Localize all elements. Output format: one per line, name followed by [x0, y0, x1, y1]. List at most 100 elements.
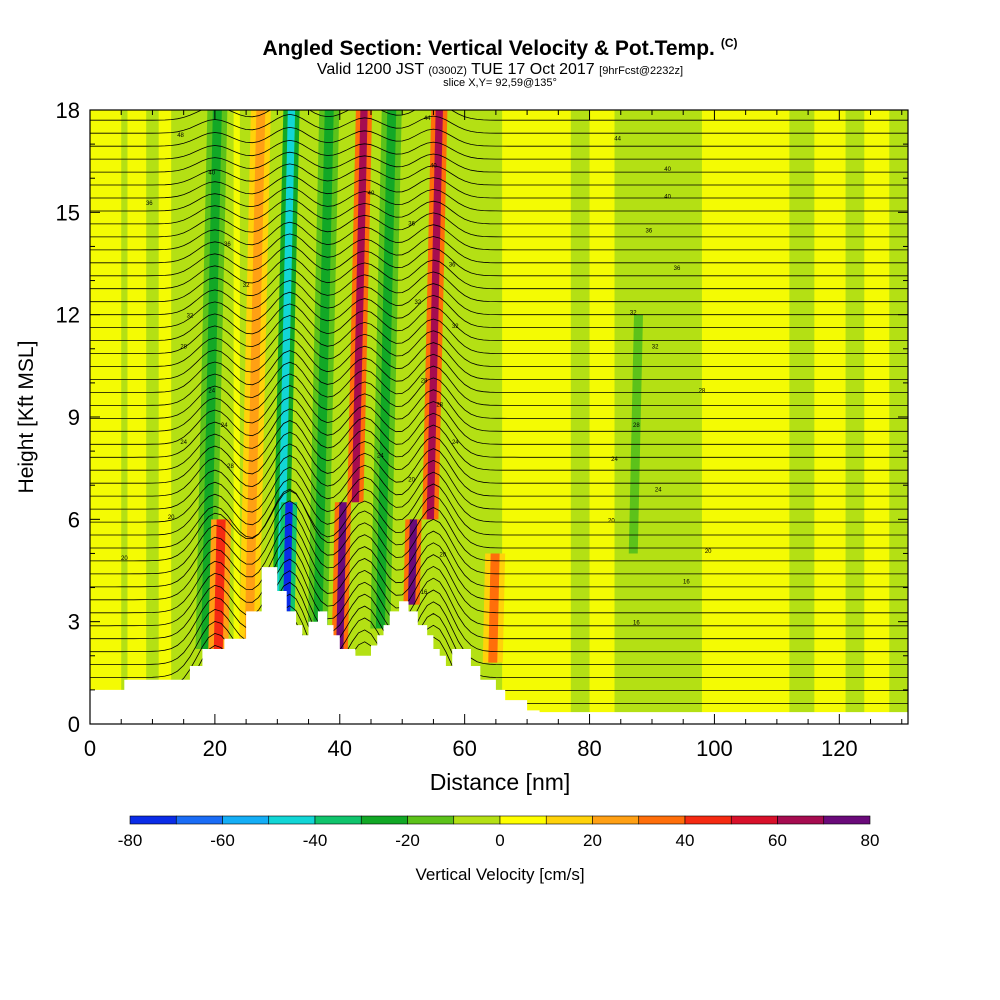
colorbar-swatch [545, 815, 593, 825]
velocity-band [628, 314, 643, 554]
velocity-weak-band [701, 110, 790, 724]
colorbar-swatch [777, 815, 825, 825]
velocity-band [336, 502, 347, 649]
velocity-band [313, 110, 334, 626]
isentrope-line [90, 443, 908, 497]
isentrope-line [90, 303, 908, 341]
isentrope-label: 32 [414, 300, 421, 306]
colorbar-swatch [268, 815, 316, 825]
colorbar-swatch [175, 815, 223, 825]
isentrope-line [90, 581, 908, 665]
isentrope-line [90, 466, 908, 523]
colorbar-tick-label: 40 [676, 831, 695, 850]
isentrope-line [90, 490, 908, 549]
colorbar-swatch [453, 815, 501, 825]
isentrope-line [90, 126, 908, 147]
velocity-weak-band [158, 110, 172, 724]
colorbar-swatch [592, 815, 640, 825]
colorbar-tick-label: -40 [303, 831, 328, 850]
colorbar-swatch [129, 815, 177, 825]
isentrope-label: 28 [699, 389, 706, 395]
isentrope-line [90, 280, 908, 316]
velocity-band [213, 519, 226, 663]
velocity-weak-band [127, 110, 147, 724]
isentrope-label: 32 [187, 314, 194, 320]
isentrope-line [90, 361, 908, 406]
isentrope-label: 20 [608, 518, 615, 524]
isentrope-line [90, 221, 908, 251]
isentrope-line [90, 535, 908, 614]
isentrope-line [90, 593, 908, 678]
y-tick-label: 3 [68, 610, 80, 635]
isentrope-label: 40 [664, 194, 671, 200]
isentrope-label: 20 [408, 477, 415, 483]
colorbar-label: Vertical Velocity [cm/s] [415, 865, 584, 884]
isentrope-line [90, 151, 908, 173]
x-tick-label: 60 [452, 736, 476, 761]
velocity-weak-band [864, 110, 890, 724]
y-tick-label: 6 [68, 507, 80, 532]
colorbar-swatch [730, 815, 778, 825]
isentrope-line [90, 455, 908, 510]
isentrope-line [90, 408, 908, 458]
isentrope-line [90, 139, 908, 160]
colorbar: -80 -60 -40 -20 0 20 40 60 80 [118, 815, 879, 850]
colorbar-tick-label: -80 [118, 831, 143, 850]
isentrope-label: 36 [646, 228, 653, 234]
isentrope-label: 24 [452, 440, 459, 446]
colorbar-swatch [823, 815, 871, 825]
isentrope-line [90, 338, 908, 380]
velocity-weak-band [502, 110, 571, 724]
isentrope-label: 32 [452, 324, 459, 330]
chart-title: Angled Section: Vertical Velocity & Pot.… [0, 36, 1000, 61]
velocity-band [488, 553, 500, 663]
isentrope-line [90, 113, 908, 134]
isentrope-line [90, 198, 908, 225]
isentrope-line [90, 558, 908, 640]
velocity-band [375, 110, 397, 629]
isentrope-line [90, 186, 908, 212]
colorbar-tick-label: -60 [210, 831, 235, 850]
y-tick-label: 15 [56, 200, 80, 225]
isentrope-label: 28 [180, 344, 187, 350]
velocity-weak-band [814, 110, 846, 724]
isentrope-label: 16 [633, 621, 640, 627]
title-main: Angled Section: Vertical Velocity & Pot.… [262, 37, 715, 60]
isentrope-line [90, 291, 908, 328]
isentrope-line [90, 245, 908, 277]
isentrope-label: 36 [224, 242, 231, 248]
colorbar-swatch [314, 815, 362, 825]
isentrope-line [90, 373, 908, 419]
valid-date: TUE 17 Oct 2017 [471, 61, 595, 78]
isentrope-label: 28 [633, 423, 640, 429]
terrain-mask [90, 567, 908, 724]
isentrope-line [90, 431, 908, 484]
colorbar-swatch [407, 815, 455, 825]
x-tick-label: 80 [577, 736, 601, 761]
isentrope-label: 20 [121, 556, 128, 562]
colorbar-swatch [638, 815, 686, 825]
velocity-band [407, 519, 418, 605]
isentrope-label: 16 [421, 590, 428, 596]
isentrope-label: 36 [408, 222, 415, 228]
plot-area: 48 40 36 36 32 32 28 24 24 24 28 20 20 44 40 40 36 36 32 32… [90, 110, 908, 724]
isentrope-line [90, 233, 908, 264]
x-tick-label: 0 [84, 736, 96, 761]
x-tick-label: 120 [821, 736, 858, 761]
isentrope-label: 40 [368, 191, 375, 197]
isentrope-line [90, 570, 908, 653]
velocity-band [351, 110, 368, 503]
valid-zulu: (0300Z) [428, 65, 467, 77]
x-tick-label: 40 [328, 736, 352, 761]
isentrope-line [90, 523, 908, 601]
isentrope-label: 24 [377, 454, 384, 460]
isentrope-line [90, 396, 908, 445]
velocity-band [426, 110, 443, 520]
isentrope-label: 28 [436, 402, 443, 408]
isentrope-line [90, 175, 908, 199]
isentrope-label: 28 [227, 464, 234, 470]
y-tick-label: 18 [56, 98, 80, 123]
isentrope-label: 36 [146, 201, 153, 207]
isentrope-line [90, 511, 908, 588]
